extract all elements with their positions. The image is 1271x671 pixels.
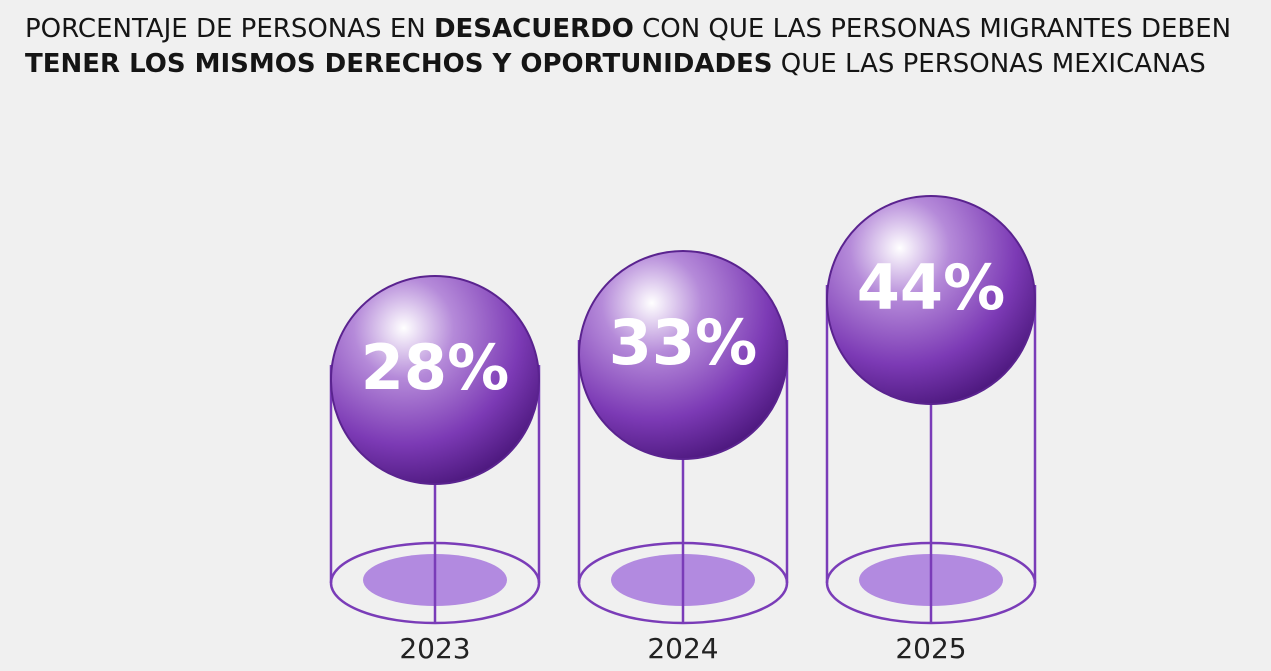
chart-title: PORCENTAJE DE PERSONAS EN DESACUERDO CON… bbox=[25, 12, 1255, 82]
x-tick-label: 2023 bbox=[399, 632, 470, 665]
sphere bbox=[578, 250, 788, 460]
title-segment: QUE LAS PERSONAS MEXICANAS bbox=[772, 49, 1206, 79]
title-segment: CON QUE LAS PERSONAS MIGRANTES DEBEN bbox=[633, 14, 1232, 44]
value-label: 28% bbox=[361, 331, 509, 404]
x-tick-label: 2025 bbox=[895, 632, 966, 665]
sphere bbox=[826, 195, 1036, 405]
title-segment: DESACUERDO bbox=[433, 14, 634, 44]
title-segment: TENER LOS MISMOS DERECHOS Y OPORTUNIDADE… bbox=[25, 49, 773, 79]
x-tick-label: 2024 bbox=[647, 632, 718, 665]
sphere bbox=[330, 275, 540, 485]
title-segment: PORCENTAJE DE PERSONAS EN bbox=[25, 14, 434, 44]
value-label: 33% bbox=[609, 306, 757, 379]
value-label: 44% bbox=[857, 251, 1005, 324]
